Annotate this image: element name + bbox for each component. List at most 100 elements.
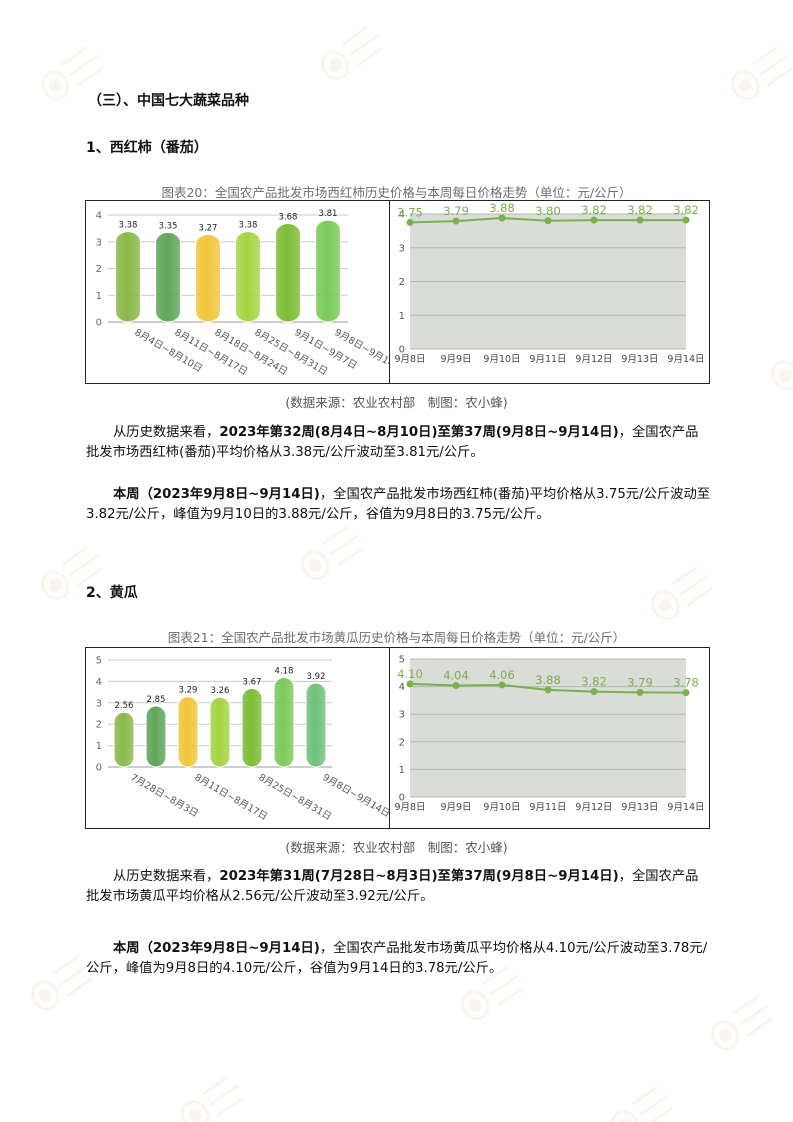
cucumber-history-bar xyxy=(209,696,231,768)
tomato-week-paragraph: 本周（2023年9月8日~9月14日)，全国农产品批发市场西红柿(番茄)平均价格… xyxy=(86,485,711,525)
watermark-logo xyxy=(640,560,720,634)
cucumber-week-y-tick-label: 4 xyxy=(399,682,405,693)
cucumber-history-value-label: 3.26 xyxy=(211,686,230,696)
tomato-history-bar xyxy=(115,231,141,323)
tomato-week-value-label: 3.80 xyxy=(535,204,561,218)
tomato-week-x-tick-label: 9月14日 xyxy=(667,354,704,365)
tomato-history-x-tick-label: 8月11日~8月17日 xyxy=(173,327,250,378)
cucumber-history-bar xyxy=(305,682,327,768)
cucumber-week-x-tick-label: 9月12日 xyxy=(575,802,612,813)
tomato-week-x-tick-label: 9月8日 xyxy=(394,354,425,365)
cucumber-week-point xyxy=(636,688,644,696)
tomato-history-bar xyxy=(155,231,181,323)
tomato-history-value-label: 3.27 xyxy=(199,224,218,234)
tomato-history-bar-chart: 0 1 2 3 4 3.38 8月4日~8月10日 3.35 8月11日~8月17日 3.27 8月… xyxy=(96,209,404,378)
cucumber-history-x-tick-label: 7月28日~8月3日 xyxy=(129,772,200,820)
cucumber-history-y-tick-label: 4 xyxy=(96,677,102,688)
cucumber-week-y-tick-label: 0 xyxy=(399,793,405,804)
cucumber-p1-bold: 2023年第31周(7月28日~8月3日)至第37周(9月8日~9月14日) xyxy=(219,869,619,884)
tomato-history-value-label: 3.38 xyxy=(119,221,138,231)
cucumber-history-bar xyxy=(145,705,167,768)
tomato-week-value-label: 3.82 xyxy=(581,203,607,217)
tomato-week-value-label: 3.79 xyxy=(443,204,469,218)
watermark-logo xyxy=(30,540,110,614)
tomato-history-x-tick-label: 8月25日~8月31日 xyxy=(253,327,330,378)
cucumber-history-y-tick-label: 3 xyxy=(96,698,102,709)
cucumber-history-bar xyxy=(273,677,295,768)
tomato-week-point xyxy=(452,217,460,225)
tomato-history-bar xyxy=(235,231,261,323)
cucumber-history-value-label: 3.92 xyxy=(307,672,326,682)
cucumber-week-point xyxy=(682,689,690,697)
tomato-week-x-tick-label: 9月10日 xyxy=(483,354,520,365)
cucumber-week-point xyxy=(544,686,552,694)
tomato-p1-rest: ，全国农产品批发市场西红柿(番茄)平均价格从3.38元/公斤波动至3.81元/公… xyxy=(86,425,699,460)
tomato-week-value-label: 3.82 xyxy=(673,203,699,217)
cucumber-heading: 2、黄瓜 xyxy=(86,585,138,601)
tomato-history-y-tick-label: 4 xyxy=(96,211,102,222)
tomato-history-value-label: 3.68 xyxy=(279,213,298,223)
cucumber-p2-bold: 本周（2023年9月8日~9月14日) xyxy=(113,941,320,956)
watermark-logo xyxy=(720,40,793,114)
tomato-week-point xyxy=(498,214,506,222)
tomato-chart-caption: 图表20：全国农产品批发市场西红柿历史价格与本周每日价格走势（单位：元/公斤） xyxy=(161,185,632,200)
tomato-history-y-tick-label: 3 xyxy=(96,237,102,248)
tomato-week-x-tick-label: 9月12日 xyxy=(575,354,612,365)
watermark-logo xyxy=(450,960,530,1034)
tomato-history-y-tick-label: 1 xyxy=(96,291,102,302)
cucumber-week-x-tick-label: 9月10日 xyxy=(483,802,520,813)
cucumber-history-value-label: 4.18 xyxy=(275,667,294,677)
cucumber-p2-rest: ，全国农产品批发市场黄瓜平均价格从4.10元/公斤波动至3.78元/公斤，峰值为… xyxy=(86,941,708,976)
cucumber-history-y-tick-label: 5 xyxy=(96,656,102,667)
tomato-history-value-label: 3.35 xyxy=(159,221,178,231)
tomato-week-y-tick-label: 3 xyxy=(399,243,405,254)
tomato-week-point xyxy=(590,216,598,224)
cucumber-week-value-label: 4.04 xyxy=(443,668,469,682)
cucumber-history-paragraph: 从历史数据来看，2023年第31周(7月28日~8月3日)至第37周(9月8日~… xyxy=(86,867,711,907)
tomato-history-paragraph: 从历史数据来看，2023年第32周(8月4日~8月10日)至第37周(9月8日~… xyxy=(86,423,711,463)
tomato-week-chart: 0 1 2 3 4 3.75 9月8日 3.79 9月9日 3.88 9月10日 3.80 9月11日 3… xyxy=(389,200,710,384)
cucumber-week-x-tick-label: 9月14日 xyxy=(667,802,704,813)
cucumber-history-y-tick-label: 2 xyxy=(96,720,102,731)
tomato-week-point xyxy=(544,217,552,225)
tomato-history-value-label: 3.81 xyxy=(319,209,338,219)
cucumber-history-bar-chart: 0123452.567月28日~8月3日2.853.298月11日~8月17日3… xyxy=(96,656,392,823)
tomato-p2-rest: ，全国农产品批发市场西红柿(番茄)平均价格从3.75元/公斤波动至3.82元/公… xyxy=(86,487,711,522)
watermark-logo xyxy=(170,1070,250,1122)
tomato-week-y-tick-label: 1 xyxy=(399,311,405,322)
cucumber-week-value-label: 3.79 xyxy=(627,675,653,689)
cucumber-week-line-chart: 0 1 2 3 4 54.10 9月8日 4.04 9月9日 4.06 9月10日 3.88 9月11日… xyxy=(394,655,704,814)
cucumber-history-y-tick-label: 1 xyxy=(96,741,102,752)
cucumber-week-value-label: 4.06 xyxy=(489,668,515,682)
tomato-heading: 1、西红柿（番茄） xyxy=(86,140,208,156)
cucumber-week-y-tick-label: 5 xyxy=(399,655,405,666)
cucumber-week-point xyxy=(452,681,460,689)
cucumber-data-source: (数据来源：农业农村部 制图：农小蜂) xyxy=(285,840,508,855)
cucumber-history-bar xyxy=(241,687,263,768)
cucumber-history-value-label: 2.85 xyxy=(147,695,166,705)
cucumber-p1-rest: ，全国农产品批发市场黄瓜平均价格从2.56元/公斤波动至3.92元/公斤。 xyxy=(86,869,699,904)
watermark-logo xyxy=(310,20,390,94)
tomato-week-line-chart: 0 1 2 3 43.75 9月8日 3.79 9月9日 3.88 9月10日 3.80 9月11日 3… xyxy=(394,201,704,365)
cucumber-week-point xyxy=(406,680,414,688)
cucumber-week-x-tick-label: 9月13日 xyxy=(621,802,658,813)
tomato-history-bar xyxy=(195,234,221,323)
cucumber-week-value-label: 3.78 xyxy=(673,676,699,690)
cucumber-chart-caption: 图表21：全国农产品批发市场黄瓜历史价格与本周每日价格走势（单位：元/公斤） xyxy=(167,630,626,645)
tomato-week-value-label: 3.75 xyxy=(397,205,423,219)
watermark-logo xyxy=(700,990,780,1064)
cucumber-history-value-label: 3.29 xyxy=(179,686,198,696)
tomato-history-x-tick-label: 8月18日~8月24日 xyxy=(213,327,290,378)
tomato-p1-bold: 2023年第32周(8月4日~8月10日)至第37周(9月8日~9月14日) xyxy=(219,425,619,440)
tomato-history-y-tick-label: 0 xyxy=(96,318,102,329)
cucumber-week-point xyxy=(498,681,506,689)
watermark-logo xyxy=(760,330,793,404)
tomato-history-value-label: 3.38 xyxy=(239,221,258,231)
cucumber-week-value-label: 3.82 xyxy=(581,675,607,689)
tomato-week-value-label: 3.82 xyxy=(627,203,653,217)
cucumber-week-y-tick-label: 1 xyxy=(399,765,405,776)
tomato-week-x-tick-label: 9月11日 xyxy=(529,354,566,365)
watermark-logo xyxy=(20,950,100,1024)
tomato-history-bar xyxy=(315,219,341,323)
cucumber-week-chart: 0 1 2 3 4 5 4.10 9月8日 4.04 9月9日 4.06 9月10日 3.88 9月11日… xyxy=(389,647,710,829)
